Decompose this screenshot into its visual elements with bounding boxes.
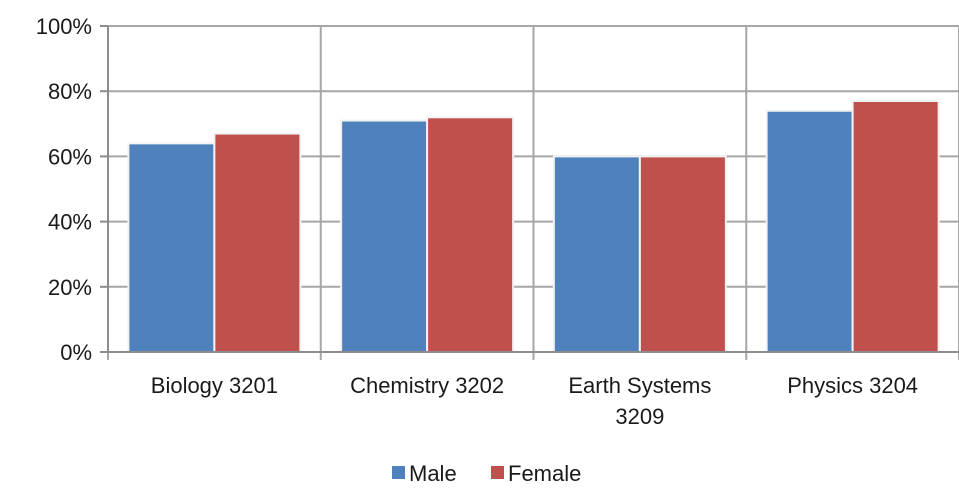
bar-female [851,99,940,354]
y-tick-label: 100% [36,14,92,39]
x-tick-label: Earth Systems 3209 [568,373,711,429]
y-tick-labels: 0% 20% 40% 60% 80% 100% [36,14,92,365]
legend-swatch-female [491,466,504,479]
y-tick-label: 0% [60,340,92,365]
y-tick-label: 80% [48,79,92,104]
y-tick-label: 20% [48,275,92,300]
y-tick-label: 40% [48,210,92,235]
y-tick-label: 60% [48,144,92,169]
legend: Male Female [392,461,581,486]
x-tick-label: Chemistry 3202 [350,373,504,398]
bar-male [552,155,641,353]
axis-layer [100,25,959,353]
bar-male [765,109,854,354]
bar-female [213,132,302,353]
x-tick-label: Biology 3201 [151,373,278,398]
legend-label-female: Female [508,461,581,486]
x-tick-labels: Biology 3201 Chemistry 3202 Earth Systems 3… [151,373,918,429]
legend-label-male: Male [409,461,457,486]
bar-male [127,142,216,353]
x-tick-label: Physics 3204 [787,373,918,398]
legend-swatch-male [392,466,405,479]
bar-female [638,155,727,353]
bar-female [426,116,515,353]
bar-male [340,119,429,354]
